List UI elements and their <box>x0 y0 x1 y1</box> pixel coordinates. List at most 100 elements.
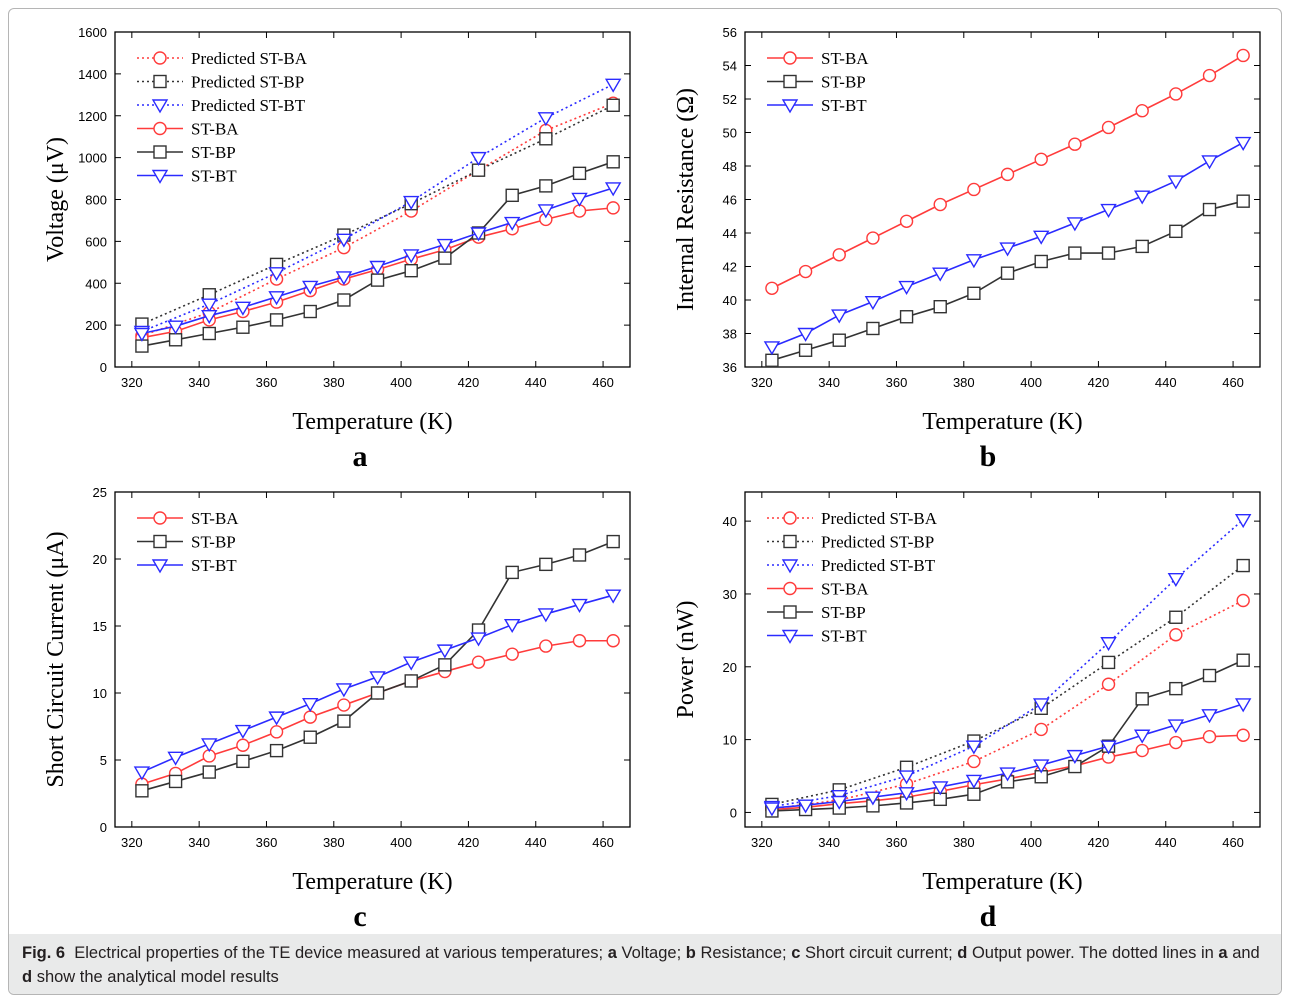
resistance-chart-svg: 320 340 360 380 400 420 440 460 36 38 40 42 44 46 48 50… <box>673 25 1261 435</box>
x-tick-label: 380 <box>323 375 345 390</box>
data-point <box>571 192 588 207</box>
data-point <box>898 770 915 785</box>
data-point <box>1236 48 1250 63</box>
data-point <box>335 271 353 286</box>
y-tick-label: 42 <box>723 260 737 275</box>
plot-frame <box>744 491 1261 828</box>
data-point <box>471 655 486 669</box>
data-point <box>1169 224 1183 239</box>
legend-marker <box>153 51 167 65</box>
data-point <box>436 644 454 659</box>
y-tick-label: 52 <box>723 92 737 107</box>
data-point <box>1169 628 1183 642</box>
x-tick-label: 440 <box>525 835 547 850</box>
data-point <box>1169 87 1183 101</box>
data-point <box>1201 709 1218 724</box>
y-tick-label: 0 <box>100 820 107 835</box>
data-point <box>335 683 353 698</box>
data-point <box>537 204 555 219</box>
data-point <box>1201 155 1218 170</box>
legend-marker <box>153 74 167 89</box>
y-tick-label: 800 <box>85 193 107 208</box>
data-point <box>436 238 454 253</box>
y-tick-label: 10 <box>723 733 737 748</box>
data-point <box>1101 655 1116 670</box>
x-axis-label: Temperature (K) <box>922 409 1082 435</box>
caption-text-b: Resistance; <box>700 944 787 962</box>
legend-marker <box>783 581 797 596</box>
data-point <box>864 295 882 311</box>
y-tick-label: 1400 <box>78 67 107 82</box>
data-point <box>1167 175 1185 190</box>
legend-entry: ST-BA <box>767 580 869 599</box>
x-tick-label: 380 <box>953 835 975 850</box>
x-tick-label: 420 <box>458 835 480 850</box>
x-tick-label: 360 <box>886 835 908 850</box>
legend-marker <box>781 99 799 114</box>
data-point <box>965 254 983 269</box>
legend-entry: Predicted ST-BT <box>137 96 306 115</box>
legend-label: ST-BT <box>821 627 867 646</box>
caption-background <box>9 934 1281 994</box>
data-point <box>933 300 947 314</box>
x-tick-label: 460 <box>1222 835 1244 850</box>
data-point <box>866 321 880 336</box>
power-chart-svg: 320 340 360 380 400 420 440 460 0 10 20 30 40 Tempera… <box>673 491 1261 895</box>
data-point <box>402 195 420 210</box>
y-tick-label: 30 <box>723 587 737 602</box>
legend-entry: ST-BP <box>137 143 236 162</box>
y-tick-label: 54 <box>723 59 737 74</box>
panel-b-resistance-chart: 320 340 360 380 400 420 440 460 36 38 40 42 44 46 48 50… <box>650 18 1270 438</box>
data-point <box>201 310 218 325</box>
caption-key-c: c <box>791 944 801 962</box>
caption-text-and: and <box>1232 944 1260 962</box>
legend-entry: ST-BT <box>767 627 867 646</box>
data-point <box>831 795 848 810</box>
legend-marker <box>783 511 797 525</box>
legend-marker <box>153 511 167 525</box>
data-point <box>539 639 553 653</box>
legend-entry: Predicted ST-BA <box>767 509 938 528</box>
data-point <box>1135 692 1149 706</box>
data-point <box>303 730 317 744</box>
x-tick-label: 320 <box>751 835 773 850</box>
data-point <box>832 333 846 347</box>
data-point <box>167 320 184 335</box>
legend-marker <box>151 169 169 184</box>
series-st-bp <box>135 534 620 798</box>
data-point <box>337 698 351 712</box>
data-point <box>369 671 386 686</box>
legend-label: Predicted ST-BP <box>821 533 934 552</box>
y-axis-label: Voltage (μV) <box>43 137 69 262</box>
legend-label: Predicted ST-BT <box>191 96 306 115</box>
data-point <box>404 674 418 688</box>
series-st-bt <box>133 589 622 781</box>
y-tick-label: 200 <box>85 318 107 333</box>
data-point <box>1032 759 1050 774</box>
legend-label: ST-BA <box>821 580 869 599</box>
x-tick-label: 440 <box>525 375 547 390</box>
x-tick-label: 420 <box>458 375 480 390</box>
x-tick-label: 400 <box>1020 835 1042 850</box>
data-point <box>1068 137 1082 151</box>
x-tick-label: 360 <box>256 375 278 390</box>
data-point <box>1034 722 1048 737</box>
series-st-bp <box>135 155 620 353</box>
y-tick-label: 48 <box>723 159 737 174</box>
series-line <box>771 564 1244 806</box>
data-point <box>606 201 620 215</box>
data-point <box>369 260 386 275</box>
legend-marker <box>153 145 167 159</box>
data-point <box>438 251 452 265</box>
y-tick-label: 10 <box>93 686 107 701</box>
data-point <box>202 765 216 779</box>
series-predicted-st-bt <box>763 513 1252 815</box>
data-point <box>337 714 351 728</box>
panel-d-power-chart: 320 340 360 380 400 420 440 460 0 10 20 30 40 Tempera… <box>650 478 1270 898</box>
panel-letter-d: d <box>979 900 997 933</box>
y-axis-label: Power (nW) <box>673 601 699 719</box>
data-point <box>899 214 914 228</box>
data-point <box>539 179 553 193</box>
data-point <box>537 608 555 623</box>
data-point <box>268 267 285 282</box>
